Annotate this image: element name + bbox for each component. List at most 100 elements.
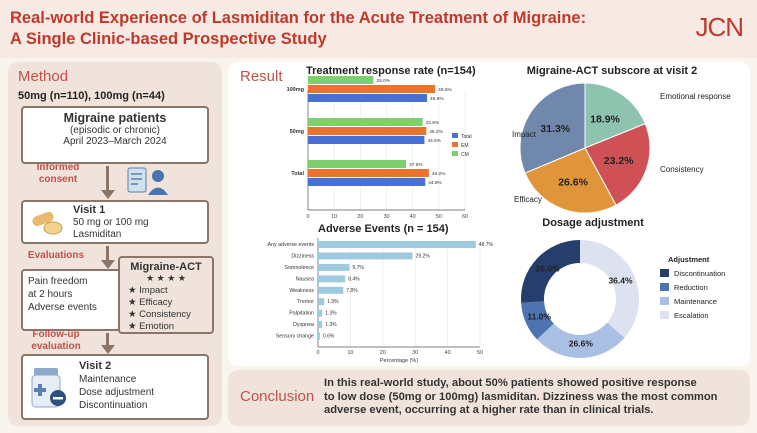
visit2-maintenance: Maintenance bbox=[79, 374, 137, 385]
ae-category-label: Nausea bbox=[296, 276, 314, 282]
act-items: ★ Impact ★ Efficacy ★ Consistency ★ Emot… bbox=[128, 285, 191, 333]
ae-bar bbox=[318, 252, 413, 260]
arrow-3 bbox=[106, 333, 109, 347]
ae-chart-title: Adverse Events (n = 154) bbox=[318, 223, 449, 235]
ae-data-label: 48.7% bbox=[479, 242, 494, 248]
poster-title: Real-world Experience of Lasmiditan for … bbox=[10, 8, 650, 50]
conclusion-text: In this real-world study, about 50% pati… bbox=[324, 377, 718, 418]
response-bar-cm bbox=[308, 160, 407, 168]
title-line-2: A Single Clinic-based Prospective Study bbox=[10, 30, 327, 48]
header-band bbox=[0, 0, 757, 58]
response-legend-swatch bbox=[452, 133, 458, 138]
act-slice-label: 18.9% bbox=[590, 113, 620, 125]
ae-x-label: Percentage (%) bbox=[380, 358, 418, 364]
response-bar-total bbox=[308, 178, 426, 186]
act-category-label: Efficacy bbox=[514, 195, 542, 204]
response-data-label: 46.2% bbox=[432, 171, 446, 177]
conclusion-line-2: to low dose (50mg or 100mg) lasmiditan. … bbox=[324, 390, 718, 403]
conclusion-panel: Conclusion In this real-world study, abo… bbox=[228, 370, 750, 426]
dosage-slice-discontinuation bbox=[521, 240, 580, 303]
step-informed-consent-line-1: Informed bbox=[36, 162, 80, 173]
ae-category-label: Sensory change bbox=[276, 334, 314, 340]
dosage-slice-label: 26.0% bbox=[536, 264, 561, 274]
act-slice-consistency bbox=[584, 123, 651, 206]
dosage-slice-label: 11.0% bbox=[527, 312, 551, 322]
dosage-slice-maintenance bbox=[536, 322, 625, 358]
response-bar-em bbox=[308, 85, 436, 93]
arrow-2 bbox=[106, 246, 109, 262]
response-data-label: 44.5% bbox=[427, 138, 441, 144]
visit1-dose: 50 mg or 100 mg bbox=[73, 217, 149, 228]
journal-logo: JCN bbox=[695, 12, 744, 42]
ae-data-label: 1.3% bbox=[325, 322, 337, 328]
response-category-label: 50mg bbox=[290, 129, 304, 135]
response-legend-swatch bbox=[452, 142, 458, 147]
ae-category-label: Dizziness bbox=[291, 253, 314, 259]
conclusion-heading: Conclusion bbox=[240, 388, 315, 405]
response-legend-swatch bbox=[452, 151, 458, 156]
ae-data-label: 7.8% bbox=[346, 288, 358, 294]
dosage-legend-swatch bbox=[660, 269, 669, 277]
response-bar-cm bbox=[308, 118, 423, 126]
ae-bar bbox=[318, 263, 350, 271]
ae-x-tick: 10 bbox=[347, 350, 353, 356]
dosage-legend-label: Reduction bbox=[674, 283, 708, 292]
method-panel: Method 50mg (n=110), 100mg (n=44) Migrai… bbox=[8, 62, 222, 426]
ae-bar bbox=[318, 321, 323, 329]
ae-category-label: Somnolence bbox=[285, 265, 314, 271]
response-x-tick: 10 bbox=[331, 214, 337, 220]
eval-at-2h: at 2 hours bbox=[28, 289, 73, 300]
response-category-label: Total bbox=[291, 171, 304, 177]
step-follow-up-line-2: evaluation bbox=[31, 341, 81, 352]
response-legend-label: Total bbox=[461, 134, 472, 140]
dosage-legend-swatch bbox=[660, 297, 669, 305]
pill-icon bbox=[29, 210, 65, 236]
act-item-efficacy: ★ Efficacy bbox=[128, 297, 173, 308]
patients-sub: (episodic or chronic) bbox=[69, 125, 161, 136]
ae-data-label: 29.2% bbox=[416, 253, 431, 259]
response-legend-label: CM bbox=[461, 152, 469, 158]
patients-period: April 2023–March 2024 bbox=[63, 136, 167, 147]
response-chart-title: Treatment response rate (n=154) bbox=[306, 65, 476, 77]
response-x-tick: 50 bbox=[436, 214, 442, 220]
ae-x-tick: 0 bbox=[316, 350, 319, 356]
result-heading: Result bbox=[240, 68, 283, 85]
ae-category-label: Tremor bbox=[297, 299, 314, 305]
ae-bar bbox=[318, 241, 476, 248]
visit2-box: Visit 2 Maintenance Dose adjustment Disc… bbox=[21, 354, 209, 420]
response-bar-total bbox=[308, 94, 428, 102]
ae-category-label: Palpitation bbox=[289, 311, 314, 317]
patients-title: Migraine patients bbox=[63, 111, 167, 125]
result-panel: Result Treatment response rate (n=154) 0 1… bbox=[228, 62, 750, 366]
conclusion-line-1: In this real-world study, about 50% pati… bbox=[324, 377, 697, 389]
arrow-1-head bbox=[101, 190, 115, 199]
patients-box: Migraine patients (episodic or chronic) … bbox=[21, 106, 209, 164]
dosage-legend-swatch bbox=[660, 311, 669, 319]
step-informed-consent: Informed consent bbox=[18, 162, 98, 186]
act-title: Migraine-ACT bbox=[130, 261, 202, 273]
act-slice-label: 31.3% bbox=[540, 123, 570, 135]
act-item-consistency: ★ Consistency bbox=[128, 309, 191, 320]
ae-data-label: 1.3% bbox=[325, 311, 337, 317]
act-slice-label: 23.2% bbox=[604, 155, 634, 167]
evaluation-box: Pain freedom at 2 hours Adverse events bbox=[21, 269, 133, 331]
response-data-label: 25.0% bbox=[376, 78, 390, 84]
dosage-slice-reduction bbox=[521, 301, 554, 340]
response-data-label: 44.8% bbox=[428, 180, 442, 186]
visit1-drug: Lasmiditan bbox=[73, 229, 122, 240]
conclusion-line-3: adverse event, occurring at a higher rat… bbox=[324, 404, 654, 416]
act-category-label: Emotional response bbox=[660, 92, 731, 101]
ae-x-tick: 40 bbox=[445, 350, 451, 356]
visit1-title: Visit 1 bbox=[73, 204, 106, 216]
group-sizes: 50mg (n=110), 100mg (n=44) bbox=[18, 90, 165, 102]
method-heading: Method bbox=[18, 68, 69, 85]
dosage-legend-label: Discontinuation bbox=[674, 269, 725, 278]
ae-bar bbox=[318, 286, 344, 294]
visit2-dose-adjustment: Dose adjustment bbox=[79, 387, 155, 398]
ae-bar bbox=[318, 275, 346, 283]
response-bar-em bbox=[308, 127, 427, 135]
title-line-1: Real-world Experience of Lasmiditan for … bbox=[10, 9, 587, 27]
consent-icon bbox=[126, 166, 170, 196]
ae-bar bbox=[318, 309, 323, 317]
arrow-3-head bbox=[101, 345, 115, 354]
